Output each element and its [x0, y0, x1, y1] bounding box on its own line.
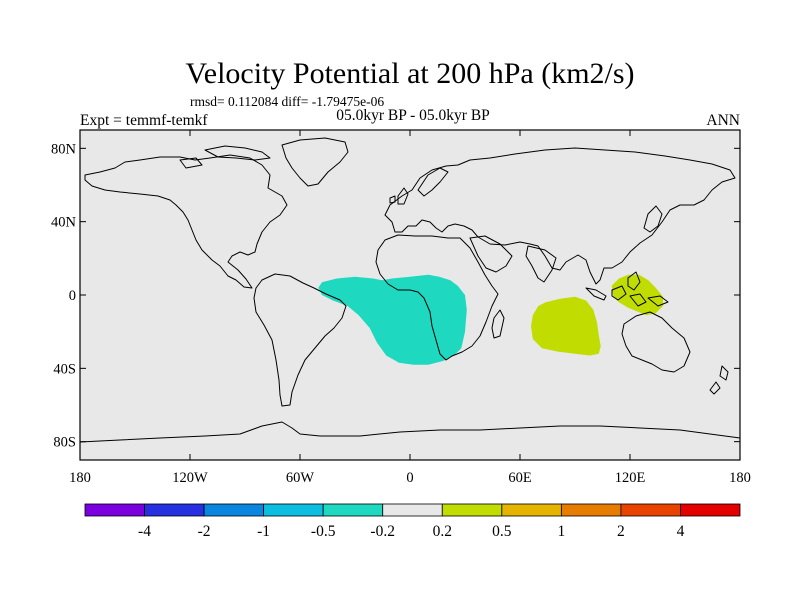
x-tick-label: 180 [69, 470, 91, 486]
colorbar-swatch-10 [680, 503, 741, 517]
colorbar-label: 0.5 [492, 523, 512, 540]
colorbar-label: 4 [677, 523, 685, 540]
axis-ticks: 180 120W 60W 0 60E 120E 180 80N 40N 0 40S 80S [51, 130, 751, 486]
region-negative-anomaly-atlantic-africa [318, 274, 467, 365]
map-panel: 180 120W 60W 0 60E 120E 180 80N 40N 0 40S 80S [51, 129, 751, 486]
x-tick-label: 60E [508, 470, 532, 486]
y-tick-label: 0 [69, 288, 76, 304]
y-tick-label: 80S [53, 435, 76, 451]
coastline-india [525, 245, 557, 283]
colorbar-swatch-8 [560, 503, 622, 517]
stats-text: rmsd= 0.112084 diff= -1.79475e-06 [190, 94, 384, 109]
x-tick-label: 0 [406, 470, 413, 486]
experiment-label: Expt = temmf-temkf [80, 112, 208, 129]
coastline-africa [375, 234, 499, 361]
colorbar: -4 -2 -1 -0.5 -0.2 0.2 0.5 1 2 4 [84, 503, 741, 540]
coastline-south-america [253, 273, 347, 407]
coastlines [79, 137, 741, 443]
coastline-new-zealand [709, 365, 729, 395]
colorbar-swatch-7 [501, 503, 562, 517]
coastline-arctic-islands [179, 145, 271, 169]
colorbar-label: 0.2 [433, 523, 452, 540]
x-tick-label: 180 [729, 470, 751, 486]
y-tick-label: 40S [53, 361, 76, 377]
chart-title: Velocity Potential at 200 hPa (km2/s) [185, 57, 634, 90]
colorbar-swatch-4 [322, 503, 384, 517]
colorbar-swatch-3 [263, 503, 324, 517]
colorbar-swatch-6 [441, 503, 503, 517]
colorbar-label: -0.2 [370, 523, 395, 540]
x-tick-label: 60W [286, 470, 315, 486]
coastline-japan [643, 205, 663, 233]
coastline-antarctica [79, 421, 741, 443]
colorbar-label: 1 [558, 523, 566, 540]
colorbar-label: -4 [138, 523, 151, 540]
coastline-scandinavia [417, 167, 449, 197]
colorbar-swatch-1 [144, 503, 205, 517]
x-tick-label: 120E [615, 470, 646, 486]
coastline-arabia [469, 235, 513, 273]
y-tick-label: 80N [51, 141, 77, 157]
coastline-southeast-asia [585, 271, 669, 307]
colorbar-label: 2 [617, 523, 625, 540]
region-positive-anomaly-indian-ocean [531, 296, 601, 356]
colorbar-swatch-9 [620, 503, 681, 517]
coastline-british-isles [389, 187, 409, 205]
season-label: ANN [706, 112, 740, 129]
colorbar-swatch-0 [84, 503, 145, 517]
anomaly-regions [318, 274, 663, 365]
x-tick-label: 120W [172, 470, 208, 486]
y-tick-label: 40N [51, 215, 77, 231]
coastline-greenland [281, 137, 349, 187]
colorbar-swatch-2 [203, 503, 265, 517]
colorbar-label: -0.5 [311, 523, 336, 540]
coastline-eurasia [384, 147, 736, 285]
coastline-australia [621, 311, 691, 373]
coastline-madagascar [491, 309, 505, 339]
coastline-north-america [84, 154, 288, 289]
colorbar-label: -1 [257, 523, 270, 540]
colorbar-label: -2 [198, 523, 211, 540]
colorbar-swatch-5 [382, 503, 443, 517]
chart-subtitle: 05.0kyr BP - 05.0kyr BP [336, 107, 490, 124]
